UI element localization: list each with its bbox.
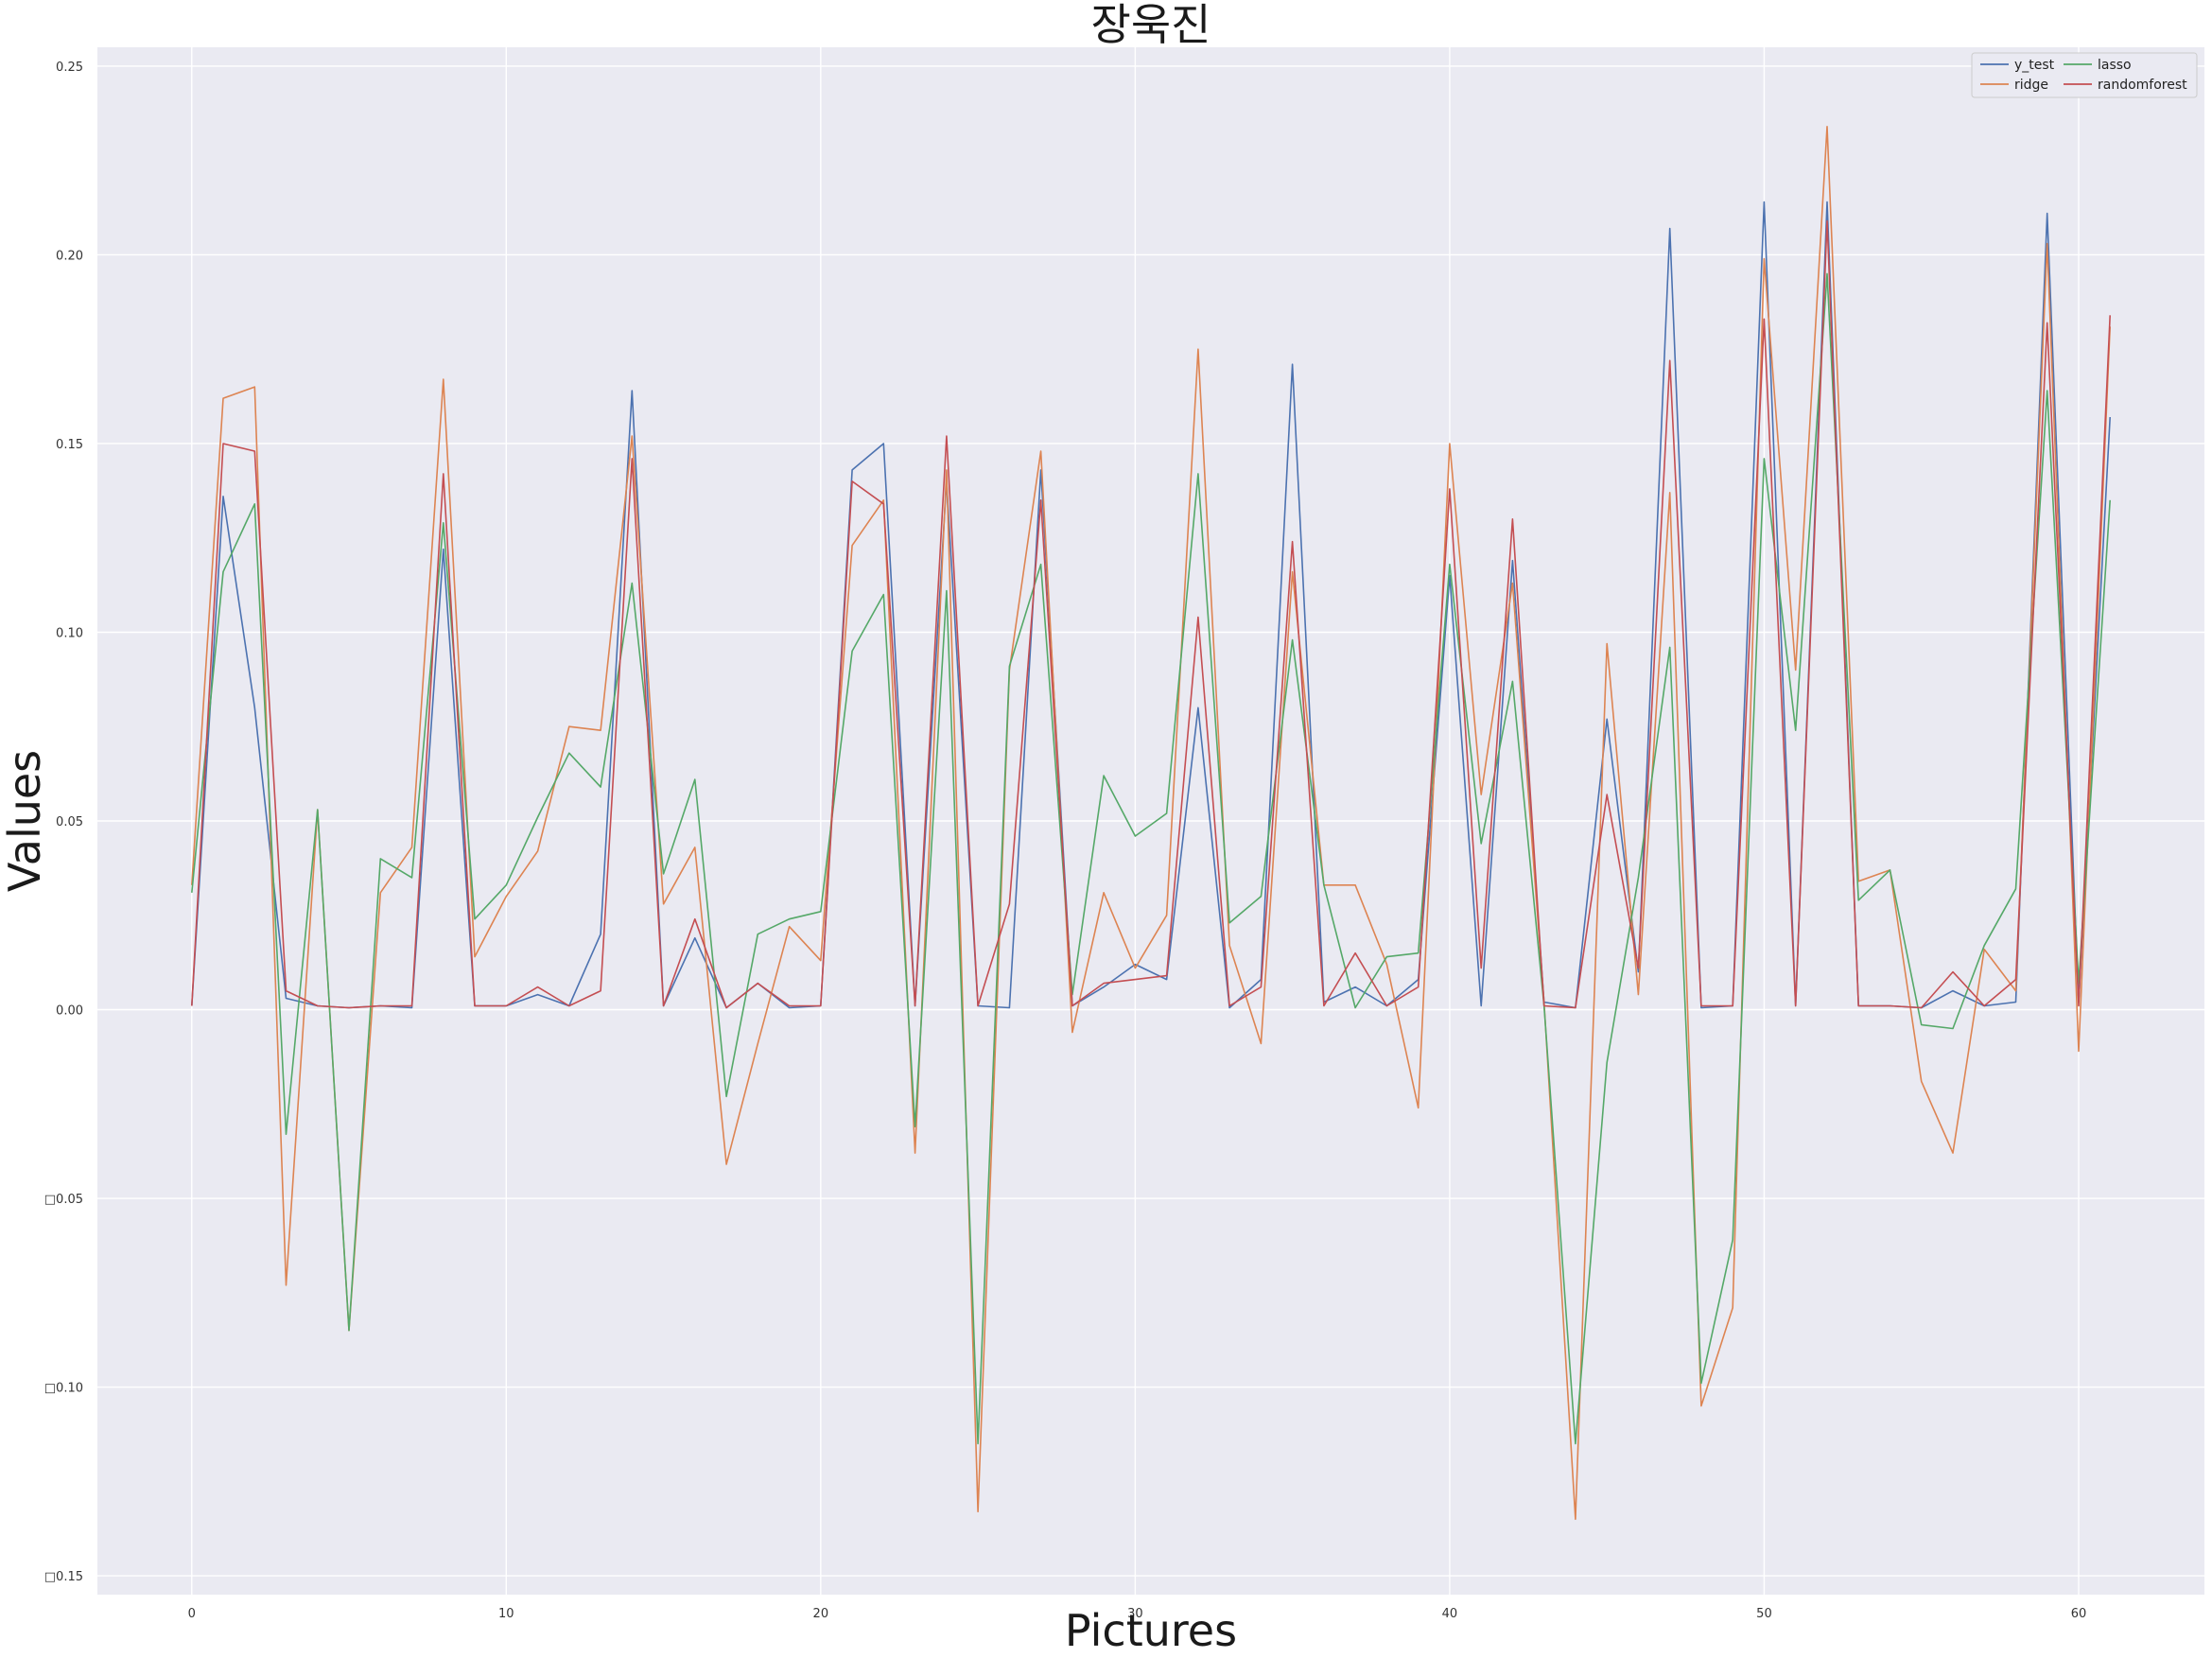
- x-tick-label: 60: [2071, 1607, 2087, 1621]
- y-tick-label: 0.20: [56, 249, 83, 263]
- y-tick-label: 0.15: [56, 438, 83, 452]
- series-line-lasso: [191, 272, 2111, 1445]
- series-line-y_test: [191, 201, 2111, 1009]
- x-tick-label: 30: [1127, 1607, 1143, 1621]
- x-tick-label: 40: [1442, 1607, 1458, 1621]
- x-tick-label: 10: [498, 1607, 514, 1621]
- y-tick-labels: □0.15 □0.10 □0.05 0.00 0.05 0.10 0.15 0.20 0.25: [44, 61, 83, 1584]
- legend-label-lasso: lasso: [2098, 58, 2132, 73]
- legend-label-y_test: y_test: [2014, 58, 2055, 73]
- y-tick-label: 0.25: [56, 61, 83, 75]
- legend-box: [1971, 52, 2198, 98]
- y-axis-title: Values: [0, 750, 50, 892]
- y-tick-label: 0.10: [56, 626, 83, 640]
- series-line-randomforest: [191, 219, 2111, 1009]
- legend-label-ridge: ridge: [2014, 78, 2048, 93]
- x-axis-title: Pictures: [1065, 1605, 1237, 1656]
- chart-title: 장욱진: [1091, 0, 1211, 50]
- x-tick-labels: 0 10 20 30 40 50 60: [188, 1607, 2087, 1621]
- y-tick-label: □0.15: [44, 1570, 83, 1584]
- y-tick-label: 0.00: [56, 1004, 83, 1019]
- y-tick-label: □0.05: [44, 1193, 83, 1207]
- y-tick-label: 0.05: [56, 815, 83, 829]
- grid-lines: [97, 47, 2204, 1595]
- y-tick-label: □0.10: [44, 1382, 83, 1396]
- series-lines: [191, 126, 2111, 1520]
- x-tick-label: 20: [813, 1607, 829, 1621]
- legend-label-randomforest: randomforest: [2098, 78, 2187, 93]
- x-tick-label: 50: [1756, 1607, 1772, 1621]
- series-line-ridge: [191, 126, 2111, 1520]
- x-tick-label: 0: [188, 1607, 196, 1621]
